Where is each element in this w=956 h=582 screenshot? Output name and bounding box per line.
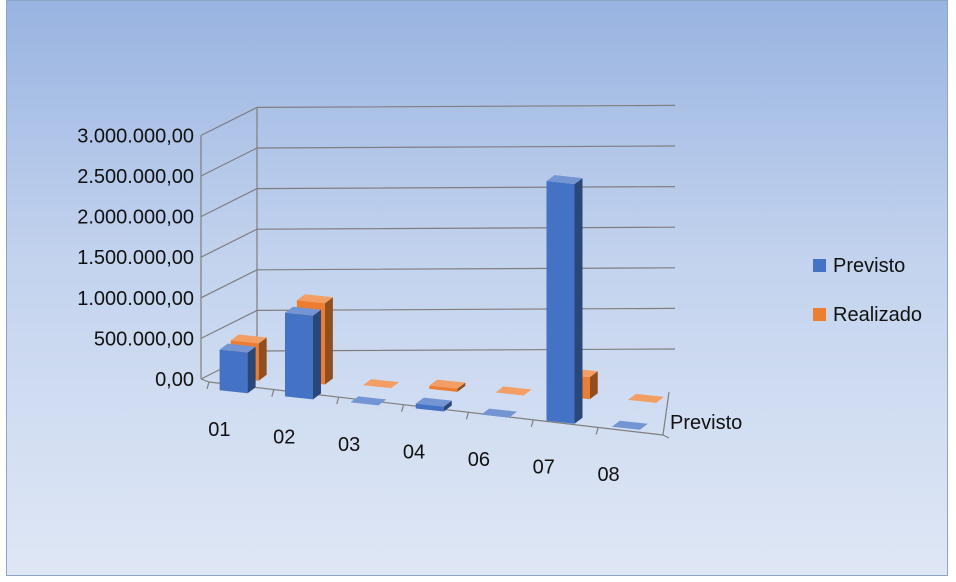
bar-previsto-02 [284,306,321,400]
x-tick-mark [465,412,470,420]
bar-realizado-03 [363,379,400,389]
legend: Previsto Realizado [813,255,922,326]
y-tick-label: 3.000.000,00 [77,125,194,147]
x-tick-label: 03 [338,434,360,456]
y-tick-label: 1.000.000,00 [77,288,194,310]
x-tick-label: 07 [533,457,555,479]
x-axis-ticks: 01 02 03 04 06 07 08 [206,381,620,486]
x-tick-label: 02 [273,426,295,448]
legend-item: Previsto [813,255,905,277]
bar-previsto-07 [546,175,583,424]
bar-previsto-04 [415,397,452,412]
depth-axis-label: Previsto [670,412,742,434]
x-tick-mark [400,404,405,412]
gridline [200,226,676,258]
y-tick-label: 2.000.000,00 [77,207,194,229]
y-tick-label: 500.000,00 [94,328,194,350]
legend-label: Realizado [833,304,922,326]
bar-previsto-01 [219,343,256,394]
gridline [200,104,676,136]
legend-item: Realizado [813,304,922,326]
floor-edge [662,391,670,436]
legend-label: Previsto [833,255,905,277]
gridline [200,267,676,299]
bar-chart-3d: 0,00 500.000,00 1.000.000,00 1.500.000,00 2.… [77,104,922,486]
y-tick-label: 2.500.000,00 [77,166,194,188]
bar-realizado-06 [495,386,532,396]
y-axis-ticks: 0,00 500.000,00 1.000.000,00 1.500.000,00 2.… [77,125,194,391]
bars [219,175,664,430]
depth-tick [662,434,670,439]
bar-previsto-03 [350,396,387,406]
x-tick-label: 06 [468,449,490,471]
bar-previsto-06 [481,408,518,418]
legend-swatch [813,308,826,321]
gridline [200,307,676,339]
x-tick-mark [206,381,210,390]
bar-realizado-04 [429,379,466,392]
legend-swatch [813,259,826,272]
x-tick-label: 04 [403,442,425,464]
x-tick-label: 08 [597,464,619,486]
x-tick-label: 01 [208,419,230,441]
x-tick-mark [336,396,340,405]
x-tick-mark [271,389,275,397]
x-tick-mark [595,427,599,435]
gridline [200,348,676,380]
bar-realizado-08 [627,393,664,403]
x-tick-mark [530,419,534,428]
gridline [200,145,676,177]
floor-edge [200,378,210,383]
chart-area: 0,00 500.000,00 1.000.000,00 1.500.000,00 2.… [6,0,948,576]
bar-previsto-08 [611,420,648,430]
gridlines [200,104,676,439]
y-tick-label: 0,00 [155,369,194,391]
y-tick-label: 1.500.000,00 [77,247,194,269]
gridline [200,186,676,218]
